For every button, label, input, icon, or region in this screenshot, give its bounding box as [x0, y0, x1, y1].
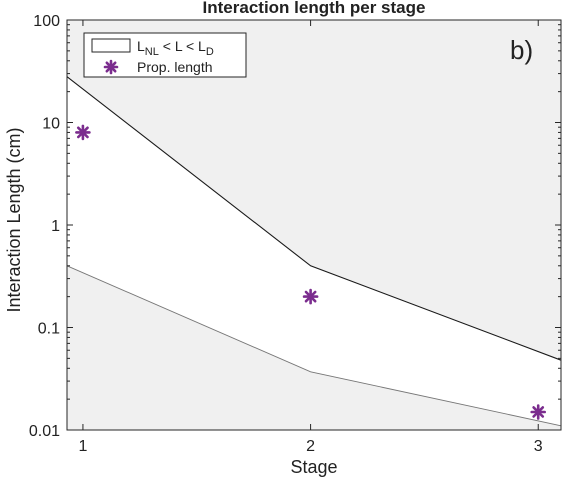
x-tick-label: 2 [306, 438, 315, 455]
data-point [302, 288, 319, 305]
legend-marker-prop [103, 59, 119, 75]
band-upper-line [66, 76, 562, 361]
x-tick-label: 3 [534, 438, 543, 455]
data-point [75, 124, 91, 141]
y-tick-label: 10 [42, 116, 60, 133]
y-axis-label: Interaction Length (cm) [4, 127, 24, 312]
band-lower-line [66, 265, 562, 427]
y-tick-label: 1 [51, 218, 60, 235]
chart-title: Interaction length per stage [203, 0, 426, 17]
legend-swatch-band [91, 38, 131, 53]
legend-label-prop: Prop. length [137, 59, 213, 75]
y-tick-label: 100 [33, 13, 60, 30]
data-point [530, 404, 547, 420]
band-fill [67, 76, 561, 426]
y-tick-label: 0.1 [38, 321, 60, 338]
panel-label: b) [510, 35, 533, 65]
y-tick-label: 0.01 [29, 423, 60, 440]
x-axis-label: Stage [290, 457, 337, 477]
legend-label-band: LNL < L < LD [137, 38, 214, 58]
x-tick-label: 1 [78, 438, 87, 455]
